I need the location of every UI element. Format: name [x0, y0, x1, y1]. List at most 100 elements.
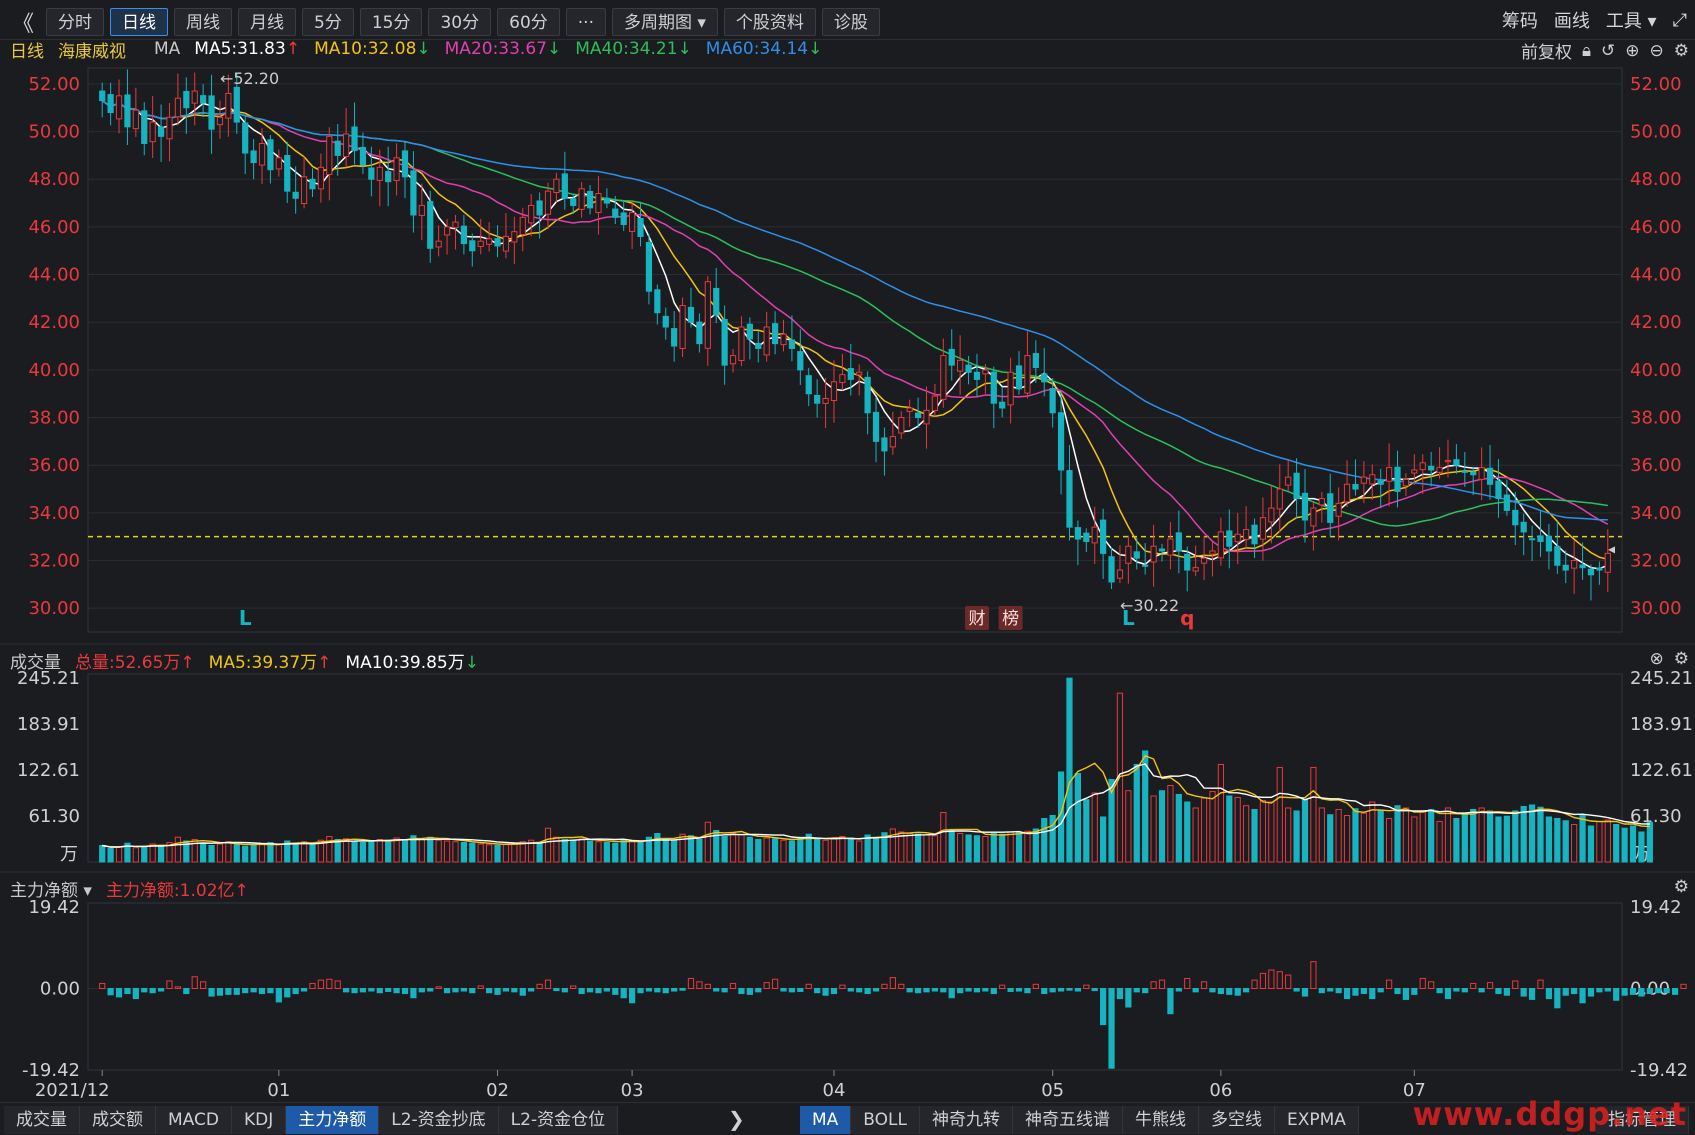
period-button-7[interactable]: 60分 [497, 8, 560, 36]
volume-bar [1385, 817, 1393, 863]
volume-bar [469, 842, 476, 863]
sub-indicator-tab-6[interactable]: L2-资金仓位 [498, 1106, 619, 1134]
indicator-name[interactable]: MA [154, 39, 181, 59]
ma40-text: MA40:34.21 [575, 39, 678, 59]
main-indicator-tab-6[interactable]: EXPMA [1274, 1106, 1359, 1134]
volume-bar [1394, 805, 1401, 863]
candle-body [1041, 373, 1048, 383]
candle-body [208, 95, 215, 130]
candle-body [1217, 531, 1224, 559]
candle-body [477, 240, 484, 247]
back-icon[interactable]: 《 [12, 12, 35, 37]
date-tick-label: 06 [1209, 1080, 1232, 1100]
sub-indicator-tab-3[interactable]: KDJ [231, 1106, 287, 1134]
candle-body [1327, 493, 1334, 523]
chips-button[interactable]: 筹码 [1501, 11, 1538, 32]
flow-bar [1352, 988, 1359, 996]
lock-icon[interactable]: 🔒︎ [1581, 40, 1591, 61]
settings-icon[interactable]: ⚙ [1673, 40, 1689, 61]
flow-bar [721, 988, 728, 993]
date-tick-label: 04 [823, 1080, 846, 1100]
sub-indicator-tab-1[interactable]: 成交额 [80, 1106, 156, 1134]
volume-bar [267, 841, 274, 863]
close-icon[interactable]: ⊗ [1649, 649, 1664, 669]
flow-bar [292, 988, 299, 995]
volume-bar [225, 841, 232, 863]
period-button-1[interactable]: 日线 [110, 8, 169, 36]
flow-bar [662, 988, 669, 994]
settings-icon[interactable]: ⚙ [1673, 649, 1689, 669]
volume-bar [410, 835, 417, 863]
sub-indicator-tab-5[interactable]: L2-资金抄底 [379, 1106, 499, 1134]
main-indicator-tab-2[interactable]: 神奇九转 [919, 1106, 1013, 1134]
event-badge: 财 [968, 609, 985, 629]
flow-bar [1655, 988, 1662, 994]
zoom-out-icon[interactable]: ⊖ [1649, 40, 1664, 61]
candle-body [1234, 533, 1241, 543]
volume-bar [1402, 807, 1410, 863]
stock-chart[interactable]: 52.00 52.00 50.00 50.00 48.00 48.00 46.00 46.00… [0, 0, 1695, 1100]
period-button-0[interactable]: 分时 [46, 8, 105, 36]
sub-indicator-tab-0[interactable]: 成交量 [4, 1106, 80, 1134]
volume-bar [359, 841, 367, 863]
volume-bar [1520, 805, 1527, 863]
volume-bar [275, 844, 282, 863]
price-tick-left: 44.00 [28, 265, 80, 286]
main-indicator-tab-4[interactable]: 牛熊线 [1122, 1106, 1199, 1134]
candle-body [595, 193, 602, 213]
tools-menu[interactable]: 工具 ▾ [1605, 11, 1657, 32]
sub-indicator-tab-4[interactable]: 主力净额 [286, 1106, 380, 1134]
indicator-manage-button[interactable]: 指标管理 [1596, 1106, 1689, 1134]
candle-body [1108, 556, 1115, 583]
main-indicator-tab-3[interactable]: 神奇五线谱 [1012, 1106, 1123, 1134]
period-button-4[interactable]: 5分 [302, 8, 354, 36]
period-button-3[interactable]: 月线 [238, 8, 297, 36]
candle-body [957, 359, 964, 372]
draw-line-button[interactable]: 画线 [1553, 11, 1590, 32]
candle-body [1015, 365, 1023, 390]
volume-bar [1285, 807, 1292, 863]
diagnose-button[interactable]: 诊股 [821, 8, 880, 36]
multi-period-dropdown[interactable]: 多周期图 ▾ [611, 8, 718, 36]
volume-title[interactable]: 成交量 [10, 652, 61, 673]
flow-bar [233, 988, 240, 995]
volume-bar [183, 840, 190, 863]
flow-bar [1343, 988, 1351, 1000]
main-indicator-tab-0[interactable]: MA [800, 1106, 852, 1134]
candle-body [637, 217, 644, 237]
volume-bar [1579, 814, 1586, 863]
volume-bar [511, 842, 518, 863]
flow-bar [1116, 988, 1124, 1000]
candle-body [1024, 355, 1031, 394]
volume-bar [561, 838, 568, 863]
candle-body [1470, 471, 1477, 476]
sub-indicator-tab-2[interactable]: MACD [156, 1106, 232, 1134]
period-button-2[interactable]: 周线 [174, 8, 233, 36]
flow-bar [1335, 988, 1342, 994]
volume-tick-right: 122.61 [1630, 760, 1693, 781]
candle-body [553, 178, 560, 194]
period-button-5[interactable]: 15分 [359, 8, 423, 36]
main-indicator-tab-5[interactable]: 多空线 [1198, 1106, 1275, 1134]
adjust-mode-button[interactable]: 前复权 [1520, 43, 1572, 63]
flow-bar [494, 988, 501, 995]
fullscreen-icon[interactable]: ⤢ [1672, 9, 1687, 31]
stock-profile-button[interactable]: 个股资料 [723, 8, 816, 36]
period-button-6[interactable]: 30分 [428, 8, 492, 36]
flow-title-dropdown[interactable]: 主力净额 ▾ [10, 880, 92, 901]
price-extreme-label: ←30.22 [1120, 596, 1179, 615]
undo-icon[interactable]: ↺ [1601, 40, 1616, 61]
candle-body [805, 375, 812, 395]
volume-bar [1327, 814, 1334, 863]
more-button[interactable]: ··· [565, 8, 606, 36]
candle-body [410, 170, 417, 216]
settings-icon[interactable]: ⚙ [1673, 877, 1689, 897]
main-indicator-tab-1[interactable]: BOLL [851, 1106, 920, 1134]
volume-bar [1318, 807, 1325, 863]
zoom-in-icon[interactable]: ⊕ [1625, 40, 1640, 61]
price-axis: 52.00 52.00 50.00 50.00 48.00 48.00 46.00 46.00… [28, 74, 1681, 619]
candle-body [755, 342, 762, 349]
candle-body [1133, 551, 1140, 559]
next-arrow-icon[interactable]: ❯ [728, 1107, 745, 1131]
